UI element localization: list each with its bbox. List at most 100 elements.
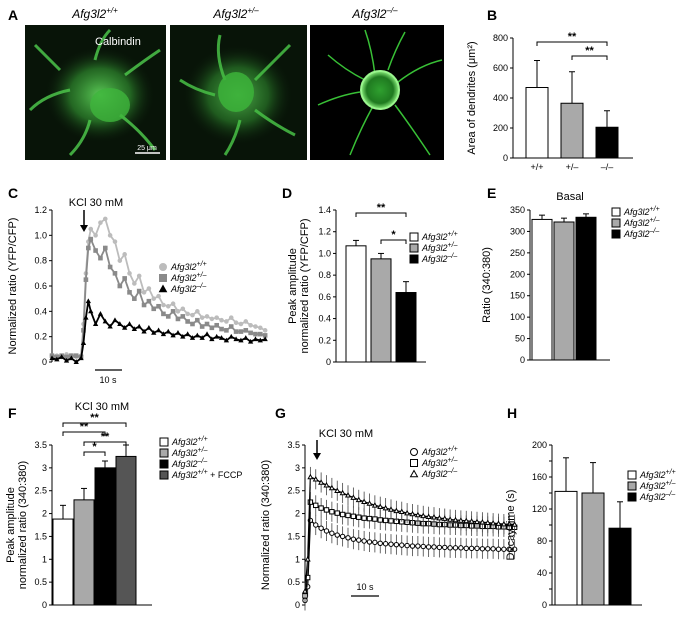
data-point xyxy=(463,545,469,552)
bar xyxy=(115,455,137,606)
data-point xyxy=(107,264,113,270)
data-point xyxy=(161,302,166,308)
panel-letter-a: A xyxy=(8,7,18,23)
data-point xyxy=(180,306,186,312)
data-point xyxy=(63,357,70,363)
data-point xyxy=(228,333,234,339)
data-point xyxy=(350,536,357,542)
panel-b: B 0 200 400 600 800 Area of dendrites (μm²) +/… xyxy=(466,7,633,172)
data-point xyxy=(345,535,351,541)
data-point xyxy=(146,324,152,330)
data-point xyxy=(409,543,416,549)
data-point xyxy=(243,319,249,324)
data-point xyxy=(334,532,340,538)
data-point xyxy=(447,516,454,522)
chart-E-y-tick-label: 200 xyxy=(510,269,525,279)
micrograph-ko xyxy=(310,25,444,160)
chart-E-y-tick-label: 300 xyxy=(510,226,525,236)
series-line xyxy=(304,519,515,601)
data-point xyxy=(414,511,421,518)
bar xyxy=(560,102,584,159)
data-point xyxy=(175,309,181,314)
stimulus-arrowhead xyxy=(80,225,88,232)
chart-C-y-tick-label: 0.6 xyxy=(34,281,47,291)
data-point xyxy=(141,302,147,308)
chart-B-y-tick-label: 200 xyxy=(493,123,508,133)
data-point xyxy=(382,517,389,524)
data-point xyxy=(318,479,325,485)
data-point xyxy=(425,544,432,550)
stimulus-arrowhead xyxy=(313,453,321,460)
chart-D-y-tick-label: 0 xyxy=(326,357,331,367)
data-point xyxy=(452,516,459,523)
data-point xyxy=(146,298,152,304)
stimulus-label: KCl 30 mM xyxy=(319,428,373,440)
bar xyxy=(370,258,392,363)
chart-G-y-axis-label: Normalized ratio (340:380) xyxy=(260,460,272,590)
data-point xyxy=(132,281,137,286)
data-point xyxy=(223,337,230,343)
chart-H-y-tick-label: 200 xyxy=(532,440,547,450)
chart-D-y-axis-label: Peak amplitude xyxy=(287,248,299,324)
chart-D-y-tick-label: 0.4 xyxy=(318,314,331,324)
data-point xyxy=(156,303,161,309)
legend-label: Afg3l2+/– xyxy=(421,457,458,468)
chart-G-y-tick-label: 2 xyxy=(295,509,300,519)
chart-B-y-tick-label: 800 xyxy=(493,33,508,43)
panel-d: D 0 0.2 0.4 0.6 0.8 1.0 1.2 1.4 Peak amplitude no… xyxy=(282,185,458,367)
data-point xyxy=(117,321,123,326)
data-point xyxy=(345,512,351,519)
data-point xyxy=(420,512,427,519)
legend-label: Afg3l2+/+ xyxy=(623,206,660,217)
data-point xyxy=(387,506,395,512)
data-point xyxy=(501,546,507,552)
significance-label: * xyxy=(391,229,396,241)
bar xyxy=(595,126,619,159)
legend-marker xyxy=(159,263,167,271)
data-point xyxy=(372,539,378,546)
data-point xyxy=(399,542,405,548)
data-point xyxy=(161,311,166,317)
significance-bracket xyxy=(62,431,106,436)
bar xyxy=(554,490,578,606)
data-point xyxy=(117,283,123,289)
data-point xyxy=(204,321,210,327)
data-point xyxy=(393,507,400,514)
data-point xyxy=(490,519,497,526)
image-2-genotype: Afg3l2+/– xyxy=(212,6,259,21)
data-point xyxy=(136,273,142,279)
legend-label: Afg3l2–/– xyxy=(171,458,207,469)
chart-D-y-tick-label: 0.6 xyxy=(318,292,331,302)
data-point xyxy=(339,533,346,540)
data-point xyxy=(441,515,448,521)
data-point xyxy=(214,333,220,339)
legend-swatch xyxy=(611,229,621,239)
data-point xyxy=(88,308,94,314)
data-point xyxy=(329,509,335,515)
data-point xyxy=(136,288,142,294)
chart-F-y-tick-label: 2.5 xyxy=(34,486,47,496)
data-point xyxy=(195,317,200,323)
data-point xyxy=(350,513,357,520)
chart-H-y-tick-label: 80 xyxy=(537,536,547,546)
data-point xyxy=(371,502,378,508)
data-point xyxy=(404,542,410,549)
legend-marker xyxy=(410,459,418,467)
data-point xyxy=(209,336,215,342)
legend-label: Afg3l2+/– xyxy=(170,272,207,283)
data-point xyxy=(312,476,319,482)
chart-G-y-tick-label: 0.5 xyxy=(287,577,300,587)
chart-H-y-tick-label: 160 xyxy=(532,472,547,482)
chart-F-y-tick-label: 3 xyxy=(42,463,47,473)
x-tick-label: –/– xyxy=(601,162,614,172)
data-point xyxy=(243,335,249,340)
panel-letter-g: G xyxy=(275,405,286,421)
chart-C-y-tick-label: 1.2 xyxy=(34,205,47,215)
data-point xyxy=(83,314,89,320)
data-point xyxy=(112,317,118,323)
data-point xyxy=(83,277,89,282)
chart-G-y-tick-label: 1 xyxy=(295,554,300,564)
data-point xyxy=(334,487,341,493)
data-point xyxy=(141,328,147,334)
data-point xyxy=(233,320,239,326)
